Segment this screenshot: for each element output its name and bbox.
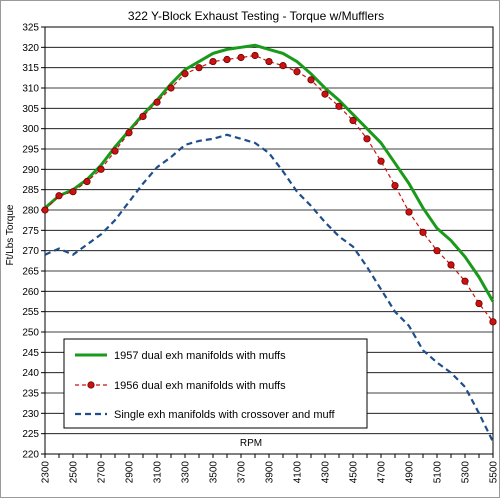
series-2-point: [461, 277, 469, 285]
y-tick-label: 325: [22, 23, 39, 34]
x-tick-label: 3500: [209, 461, 220, 484]
series-2-point: [125, 129, 133, 137]
x-tick-label: 2300: [41, 461, 52, 484]
y-tick-label: 255: [22, 307, 39, 318]
series-2-point: [293, 68, 301, 76]
legend-label-2: 1956 dual exh manifolds with muffs: [114, 380, 286, 392]
series-2-point: [251, 51, 259, 60]
chart-title: 322 Y-Block Exhaust Testing - Torque w/M…: [128, 9, 384, 23]
legend: 1957 dual exh manifolds with muffs 1956 d…: [63, 338, 368, 429]
y-tick-label: 225: [22, 429, 39, 440]
y-tick-label: 230: [22, 409, 39, 420]
x-tick-label: 4100: [293, 461, 304, 484]
y-tick-label: 260: [22, 287, 39, 298]
y-tick-label: 235: [22, 389, 39, 400]
y-tick-label: 245: [22, 348, 39, 359]
series-2-point: [391, 182, 399, 190]
y-tick-label: 275: [22, 226, 39, 237]
series-2-point: [419, 228, 427, 236]
series-2-point: [83, 177, 91, 186]
series-2-point: [209, 57, 217, 66]
series-2-point: [321, 90, 329, 98]
x-axis-label: RPM: [240, 438, 262, 449]
y-tick-label: 310: [22, 84, 39, 95]
legend-label-1: 1957 dual exh manifolds with muffs: [114, 350, 286, 362]
x-tick-label: 3900: [265, 461, 276, 484]
series-line-1: [44, 43, 495, 303]
x-tick-label: 5300: [461, 461, 472, 484]
x-tick-label: 2700: [97, 461, 108, 484]
y-tick-label: 305: [22, 104, 39, 115]
y-tick-label: 265: [22, 267, 39, 278]
series-2-point: [167, 84, 175, 92]
y-tick-label: 250: [22, 328, 39, 339]
series-2-point: [41, 206, 49, 214]
x-tick-label: 2500: [69, 461, 80, 484]
x-tick-label: 3700: [237, 461, 248, 484]
series-2-point: [433, 247, 441, 255]
x-tick-label: 4700: [377, 461, 388, 484]
series-2-point: [223, 55, 231, 64]
y-tick-label: 295: [22, 145, 39, 156]
series-2-point: [97, 165, 105, 173]
series-line-2: [44, 54, 494, 323]
y-tick-label: 300: [22, 124, 39, 135]
y-tick-label: 320: [22, 43, 39, 54]
x-tick-label: 5100: [433, 461, 444, 484]
x-tick-label: 4300: [321, 461, 332, 484]
series-2-point: [265, 57, 273, 66]
y-tick-label: 270: [22, 246, 39, 257]
y-axis-label: Ft/Lbs Torque: [5, 204, 16, 265]
series-2-point: [153, 98, 161, 106]
y-tick-label: 290: [22, 165, 39, 176]
series-2-point: [349, 116, 357, 125]
series-2-point: [307, 76, 315, 84]
legend-box: [63, 338, 368, 429]
y-tick-label: 315: [22, 63, 39, 74]
x-tick-label: 2900: [125, 461, 136, 484]
y-tick-label: 220: [22, 450, 39, 461]
series-2-point: [69, 188, 77, 196]
series-2-point: [377, 157, 385, 165]
series-line-3: [44, 133, 494, 443]
x-tick-label: 3100: [153, 461, 164, 484]
x-tick-label: 3300: [181, 461, 192, 484]
y-tick-label: 280: [22, 206, 39, 217]
y-tick-label: 240: [22, 368, 39, 379]
x-tick-label: 5500: [489, 461, 500, 484]
x-tick-label: 4900: [405, 461, 416, 484]
series-2-point: [489, 318, 497, 326]
legend-marker-2: [87, 381, 95, 389]
series-2-point: [181, 70, 189, 78]
series-2-point: [237, 53, 245, 62]
series-2-point: [111, 147, 119, 155]
series-2-point: [475, 299, 483, 308]
series-2-point: [55, 192, 63, 200]
series-2-point: [335, 102, 343, 110]
series-2-point: [195, 64, 203, 72]
legend-label-3: Single exh manifolds with crossover and …: [114, 409, 335, 421]
series-2-point: [405, 208, 413, 216]
series-2-point: [447, 261, 455, 269]
series-2-point: [139, 112, 147, 121]
series-2-point: [279, 62, 287, 70]
y-tick-label: 285: [22, 185, 39, 196]
x-tick-label: 4500: [349, 461, 360, 484]
series-2-point: [363, 135, 371, 143]
